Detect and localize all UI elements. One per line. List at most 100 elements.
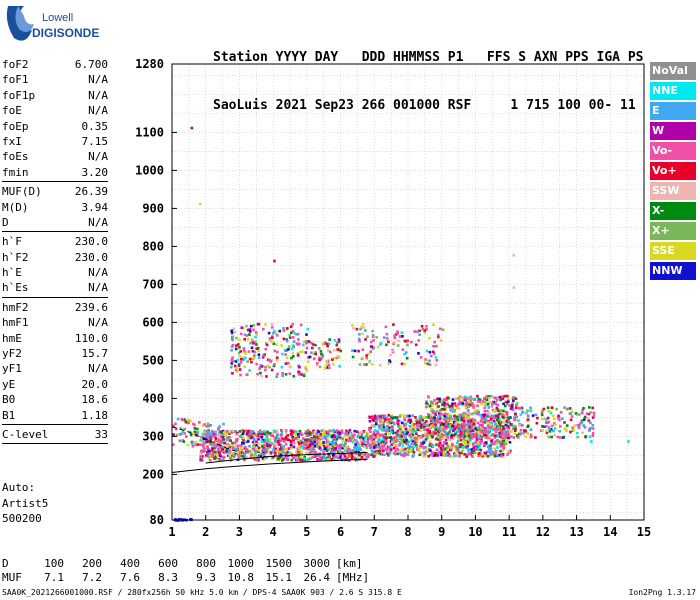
echo-point [380, 440, 384, 444]
echo-point [373, 414, 377, 418]
echo-point [298, 342, 301, 346]
echo-point [457, 443, 461, 446]
echo-point [384, 429, 387, 433]
echo-point [405, 340, 408, 343]
echo-point [367, 352, 370, 356]
echo-point [494, 416, 497, 420]
echo-point [371, 452, 374, 455]
echo-point [213, 439, 217, 443]
echo-point [274, 447, 277, 451]
x-tick-label: 4 [270, 525, 277, 539]
echo-point [233, 430, 237, 433]
echo-point [469, 395, 472, 399]
echo-point [407, 446, 410, 450]
echo-point [299, 458, 303, 462]
echo-point [226, 444, 230, 448]
echo-point [307, 448, 311, 451]
echo-point [361, 431, 365, 434]
echo-point [431, 445, 435, 448]
echo-point [271, 432, 274, 436]
echo-point [308, 438, 311, 441]
echo-point [438, 414, 442, 417]
echo-point [410, 438, 413, 442]
params-group-profile: hmF2 239.6 hmF1 N/A hmE 110.0 yF2 15.7 yF1 N/A yE 2… [2, 300, 108, 423]
echo-point [492, 442, 496, 446]
echo-point [432, 352, 436, 355]
echo-point [381, 453, 384, 456]
echo-point [432, 421, 436, 425]
echo-point [581, 431, 584, 435]
echo-point [380, 424, 384, 427]
echo-point [415, 420, 419, 423]
param-value: N/A [88, 215, 108, 229]
echo-point [472, 446, 475, 450]
echo-point [507, 434, 511, 437]
echo-point [575, 431, 579, 435]
x-tick-label: 1 [168, 525, 175, 539]
echo-point [308, 440, 311, 444]
echo-point [548, 427, 551, 431]
echo-point [361, 322, 365, 326]
echo-point [270, 434, 273, 437]
echo-point [462, 429, 465, 433]
echo-point [357, 450, 360, 454]
echo-point [481, 454, 485, 458]
echo-point [461, 396, 464, 399]
echo-point [501, 415, 504, 419]
echo-point [627, 440, 630, 443]
x-tick-label: 11 [502, 525, 516, 539]
separator [2, 181, 108, 183]
echo-point [480, 413, 484, 417]
echo-point [193, 430, 197, 434]
echo-point [487, 426, 490, 429]
echo-point [274, 449, 277, 452]
echo-point [239, 449, 242, 453]
echo-point [429, 425, 433, 428]
echo-point [505, 420, 509, 423]
echo-point [196, 443, 200, 446]
echo-point [382, 428, 386, 431]
echo-point [421, 442, 424, 445]
echo-point [304, 430, 308, 433]
echo-point [483, 433, 486, 437]
echo-point [258, 365, 262, 369]
echo-point [273, 259, 276, 263]
echo-point [403, 454, 407, 457]
echo-point [373, 416, 377, 420]
echo-point [318, 356, 321, 360]
echo-point [368, 437, 371, 440]
echo-point [428, 404, 432, 408]
echo-point [265, 343, 269, 347]
echo-point [498, 431, 502, 435]
echo-point [257, 449, 260, 452]
echo-point [449, 424, 452, 427]
echo-point [271, 340, 274, 344]
echo-point [398, 451, 402, 455]
echo-point [291, 351, 295, 355]
echo-point [230, 345, 234, 348]
echo-point [327, 433, 331, 437]
echo-point [203, 448, 206, 451]
echo-point [408, 428, 411, 432]
echo-point [474, 427, 477, 431]
echo-point [203, 423, 206, 426]
echo-point [516, 406, 520, 410]
echo-point [360, 456, 364, 459]
echo-point [418, 447, 421, 450]
echo-point [478, 437, 481, 441]
echo-point [245, 448, 248, 451]
echo-point [399, 442, 402, 446]
echo-point [546, 416, 550, 420]
echo-point [563, 421, 566, 424]
echo-point [438, 417, 442, 420]
echo-point [480, 416, 484, 419]
echo-point [255, 347, 258, 350]
echo-point [407, 440, 410, 444]
echo-point [404, 427, 408, 431]
echo-point [257, 447, 261, 450]
echo-point [228, 449, 231, 453]
echo-point [465, 414, 468, 418]
echo-point [270, 336, 274, 339]
echo-point [343, 434, 347, 438]
echo-point [247, 437, 250, 440]
